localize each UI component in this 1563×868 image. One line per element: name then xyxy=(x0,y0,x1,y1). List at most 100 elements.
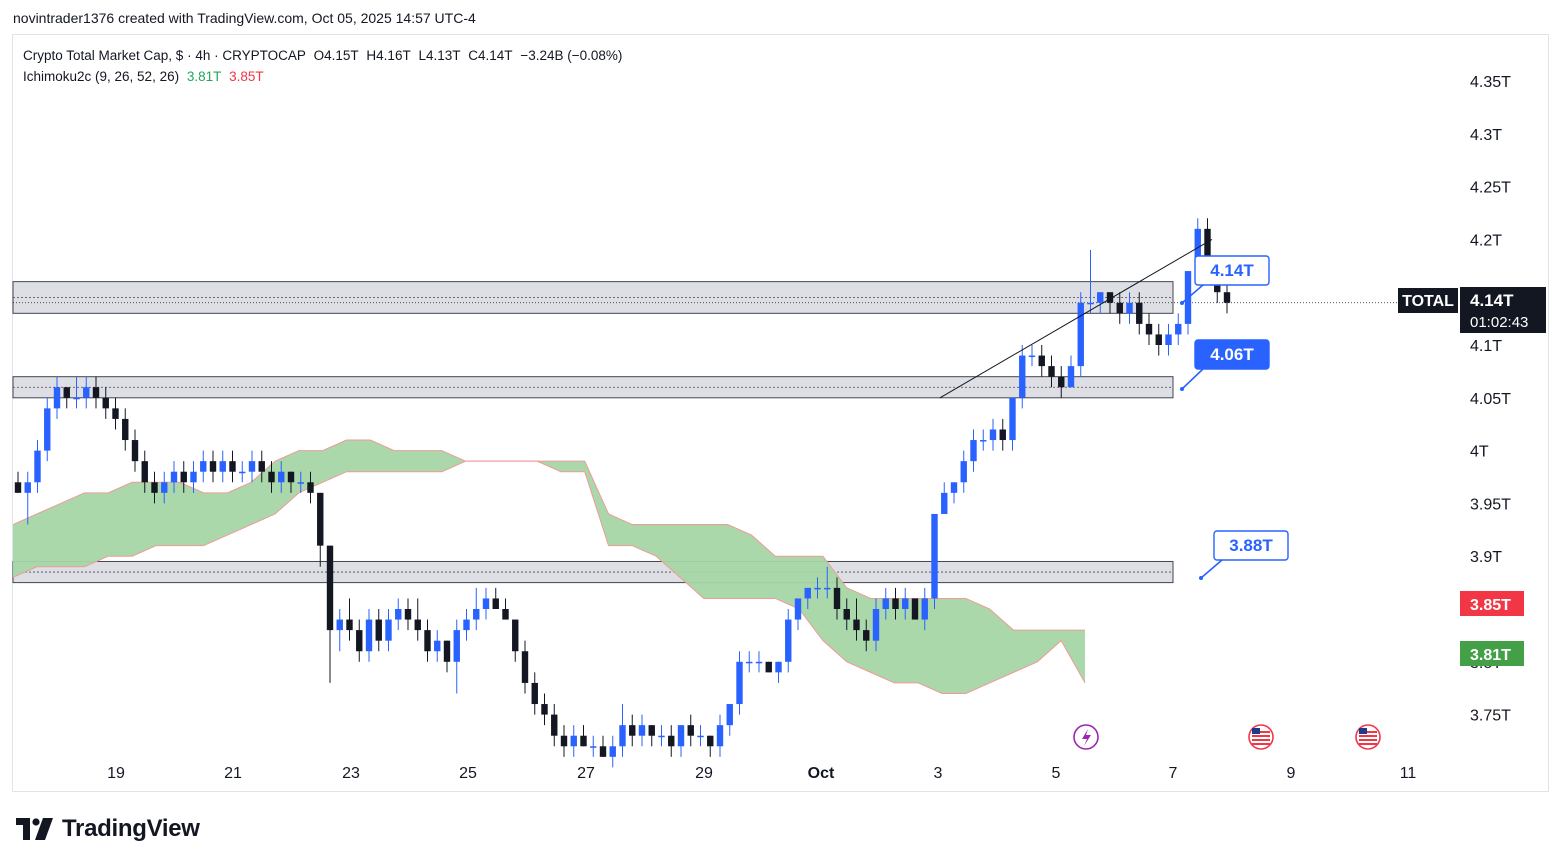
candle[interactable] xyxy=(668,725,675,757)
candle[interactable] xyxy=(746,651,753,673)
candle[interactable] xyxy=(950,482,958,504)
ichimoku-axis-label-red[interactable]: 3.85T xyxy=(1460,591,1524,616)
candle[interactable] xyxy=(1058,366,1065,398)
candle[interactable] xyxy=(122,408,129,451)
candle[interactable] xyxy=(502,598,509,620)
candle[interactable] xyxy=(1009,397,1016,451)
candle[interactable] xyxy=(209,450,217,483)
candle[interactable] xyxy=(102,387,109,419)
event-bolt-icon[interactable] xyxy=(1073,724,1099,750)
candle[interactable] xyxy=(180,461,187,493)
price-callout-3[interactable]: 3.88T xyxy=(1199,530,1289,580)
candle[interactable] xyxy=(697,725,704,747)
candle[interactable] xyxy=(34,440,41,493)
candle[interactable] xyxy=(794,598,802,631)
candle[interactable] xyxy=(1097,292,1104,314)
candle[interactable] xyxy=(863,619,870,652)
candle[interactable] xyxy=(336,609,343,652)
candle[interactable] xyxy=(92,376,100,409)
candle[interactable] xyxy=(882,587,889,620)
candle[interactable] xyxy=(658,725,665,747)
candle[interactable] xyxy=(775,661,782,683)
candle[interactable] xyxy=(609,735,616,768)
candle[interactable] xyxy=(541,693,548,726)
candle[interactable] xyxy=(1077,292,1084,377)
candle[interactable] xyxy=(248,450,256,483)
candle[interactable] xyxy=(960,450,967,493)
candle[interactable] xyxy=(131,429,139,472)
candle[interactable] xyxy=(317,492,324,567)
candle[interactable] xyxy=(1048,355,1055,388)
candle[interactable] xyxy=(83,376,90,409)
candle[interactable] xyxy=(551,704,558,747)
candle[interactable] xyxy=(892,587,899,620)
candle[interactable] xyxy=(346,598,353,641)
candle[interactable] xyxy=(833,577,841,620)
price-callout-2[interactable]: 4.06T xyxy=(1180,339,1270,391)
candle[interactable] xyxy=(1184,271,1192,335)
price-callout-1[interactable]: 4.14T xyxy=(1180,255,1270,305)
candle[interactable] xyxy=(190,461,197,493)
candle[interactable] xyxy=(414,598,421,641)
candle[interactable] xyxy=(482,587,490,620)
candle[interactable] xyxy=(287,471,295,493)
candle[interactable] xyxy=(814,577,821,599)
candle[interactable] xyxy=(590,735,597,757)
candle[interactable] xyxy=(307,471,314,504)
candle[interactable] xyxy=(785,609,792,673)
candle[interactable] xyxy=(278,461,285,493)
candle[interactable] xyxy=(560,725,568,757)
candle[interactable] xyxy=(14,471,22,493)
candle[interactable] xyxy=(989,418,997,451)
candle[interactable] xyxy=(1126,292,1133,324)
candle[interactable] xyxy=(453,619,460,694)
candle[interactable] xyxy=(716,714,724,757)
candle[interactable] xyxy=(755,651,763,673)
candle[interactable] xyxy=(151,471,158,504)
candle[interactable] xyxy=(424,619,431,662)
candle[interactable] xyxy=(1136,292,1143,335)
candle[interactable] xyxy=(1145,313,1153,345)
candle[interactable] xyxy=(707,735,714,757)
current-price-label[interactable]: TOTAL 4.14T 01:02:43 xyxy=(1398,287,1546,333)
candle[interactable] xyxy=(1175,313,1182,345)
candle[interactable] xyxy=(326,545,334,683)
candle[interactable] xyxy=(161,471,168,504)
candle[interactable] xyxy=(931,513,938,609)
candle[interactable] xyxy=(570,725,577,757)
candle[interactable] xyxy=(1165,323,1172,356)
candle[interactable] xyxy=(268,461,275,493)
candle[interactable] xyxy=(843,598,850,631)
candle[interactable] xyxy=(911,598,919,620)
candle[interactable] xyxy=(824,566,831,599)
candle[interactable] xyxy=(297,471,304,493)
candle[interactable] xyxy=(1038,345,1045,377)
candle[interactable] xyxy=(1067,355,1075,388)
indicator-name[interactable]: Ichimoku2c (9, 26, 52, 26) xyxy=(23,69,180,84)
candle[interactable] xyxy=(219,450,226,483)
candle[interactable] xyxy=(629,714,636,747)
candle[interactable] xyxy=(1106,292,1114,314)
candle[interactable] xyxy=(531,672,538,715)
candle[interactable] xyxy=(385,609,392,652)
candle[interactable] xyxy=(599,735,607,757)
candle[interactable] xyxy=(404,598,412,631)
candle[interactable] xyxy=(512,619,519,662)
candle[interactable] xyxy=(443,640,451,673)
candle[interactable] xyxy=(1223,281,1231,314)
candle[interactable] xyxy=(170,461,178,493)
tradingview-brand[interactable]: TradingView xyxy=(16,815,200,843)
candle[interactable] xyxy=(492,587,499,609)
candle[interactable] xyxy=(1028,345,1036,367)
candle[interactable] xyxy=(200,450,207,483)
rising-trendline[interactable] xyxy=(939,238,1213,399)
candle[interactable] xyxy=(648,725,655,747)
candle[interactable] xyxy=(112,397,119,430)
chart-panel[interactable] xyxy=(12,34,1549,792)
candle[interactable] xyxy=(941,482,948,514)
candle[interactable] xyxy=(229,450,236,483)
candle[interactable] xyxy=(619,704,626,757)
candle[interactable] xyxy=(853,598,860,641)
candle[interactable] xyxy=(53,376,61,419)
candle[interactable] xyxy=(1116,292,1123,324)
